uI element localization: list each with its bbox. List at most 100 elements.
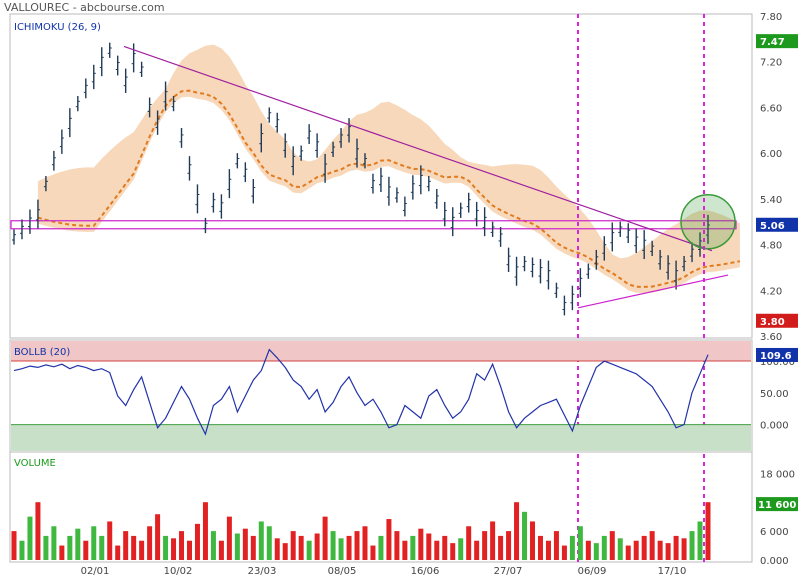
price-axis-tick: 5.40	[760, 195, 782, 206]
volume-bar	[242, 528, 248, 560]
volume-bar	[234, 533, 240, 560]
volume-bar	[705, 502, 711, 560]
volume-axis-tick: 18 000	[760, 469, 795, 480]
volume-bar	[593, 543, 599, 560]
price-axis-tick: 4.20	[760, 286, 782, 297]
volume-bar	[442, 535, 448, 560]
volume-bar	[19, 540, 25, 560]
volume-bar	[338, 538, 344, 560]
volume-bar	[625, 545, 631, 560]
date-axis-tick: 08/05	[328, 566, 357, 577]
price-badge	[756, 313, 798, 328]
kijun-line	[37, 89, 741, 288]
volume-bar	[11, 531, 17, 560]
volume-bar	[115, 545, 121, 560]
date-axis-tick: 23/03	[248, 566, 277, 577]
volume-bar	[107, 521, 113, 560]
volume-bar	[194, 523, 200, 560]
volume-label: VOLUME	[14, 458, 56, 469]
volume-bar	[346, 535, 352, 560]
volume-bar	[91, 526, 97, 560]
volume-bar	[498, 535, 504, 560]
volume-badge	[756, 497, 798, 512]
volume-bar	[641, 535, 647, 560]
price-axis-tick: 7.20	[760, 58, 782, 69]
highlight-circle	[680, 193, 736, 250]
bollinger-line	[13, 348, 709, 436]
bollinger-axis-tick: 100.00	[760, 357, 795, 368]
price-badge-label: 5.06	[760, 221, 785, 232]
volume-bar	[202, 502, 208, 560]
price-axis-tick: 3.60	[760, 332, 782, 343]
volume-bar	[179, 531, 185, 560]
ichimoku-cloud	[37, 44, 740, 293]
volume-bar	[274, 538, 280, 560]
support-band	[10, 220, 737, 230]
volume-bar	[617, 538, 623, 560]
volume-bar	[322, 516, 328, 560]
bollinger-badge	[756, 347, 798, 362]
resistance-trendline	[123, 45, 713, 252]
date-axis-tick: 27/07	[494, 566, 523, 577]
price-badge	[756, 34, 798, 49]
volume-bar	[298, 535, 304, 560]
volume-bar	[282, 543, 288, 560]
volume-badge-label: 11 600	[758, 500, 796, 511]
volume-bar	[577, 526, 583, 560]
ichimoku-label: ICHIMOKU (26, 9)	[14, 22, 101, 33]
volume-bar	[290, 531, 296, 560]
volume-bar	[362, 526, 368, 560]
volume-bar	[601, 535, 607, 560]
volume-bar	[633, 540, 639, 560]
volume-bar	[466, 526, 472, 560]
volume-bar	[450, 543, 456, 560]
volume-bar	[514, 502, 520, 560]
volume-bar	[155, 514, 161, 560]
volume-bar	[147, 526, 153, 560]
volume-bar	[171, 538, 177, 560]
volume-bar	[99, 535, 105, 560]
volume-bar	[59, 545, 65, 560]
volume-bar	[537, 535, 543, 560]
volume-bar	[83, 540, 89, 560]
volume-bar	[681, 538, 687, 560]
date-axis-tick: 02/01	[81, 566, 110, 577]
volume-bar	[218, 540, 224, 560]
volume-bar	[490, 521, 496, 560]
volume-bar	[163, 535, 169, 560]
volume-bar	[75, 528, 81, 560]
volume-bar	[657, 540, 663, 560]
volume-bar	[697, 521, 703, 560]
volume-bar	[689, 531, 695, 560]
volume-bar	[386, 519, 392, 560]
bollinger-upper-zone	[11, 341, 751, 362]
price-badge-label: 7.47	[760, 37, 785, 48]
price-axis-tick: 6.00	[760, 149, 782, 160]
volume-bar	[545, 540, 551, 560]
volume-bar	[553, 531, 559, 560]
price-badge	[756, 217, 798, 232]
volume-bar	[649, 531, 655, 560]
volume-bar	[226, 516, 232, 560]
volume-bar	[410, 535, 416, 560]
volume-bar	[186, 540, 192, 560]
price-axis-tick: 7.80	[760, 12, 782, 23]
volume-bar	[522, 511, 528, 560]
volume-axis-tick: 6 000	[760, 527, 789, 538]
bollinger-axis-tick: 0.000	[760, 421, 789, 432]
volume-bar	[402, 540, 408, 560]
volume-bar	[354, 531, 360, 560]
volume-bar	[434, 540, 440, 560]
bollinger-badge-label: 109.6	[760, 351, 792, 362]
volume-bar	[314, 533, 320, 560]
bollinger-label: BOLLB (20)	[14, 347, 70, 358]
price-axis-tick: 4.80	[760, 241, 782, 252]
page-title: VALLOUREC - abcbourse.com	[4, 1, 165, 14]
volume-bar	[378, 535, 384, 560]
volume-bar	[673, 535, 679, 560]
volume-bar	[139, 540, 145, 560]
volume-bar	[27, 516, 33, 560]
volume-bar	[426, 533, 432, 560]
volume-bar	[51, 526, 57, 560]
